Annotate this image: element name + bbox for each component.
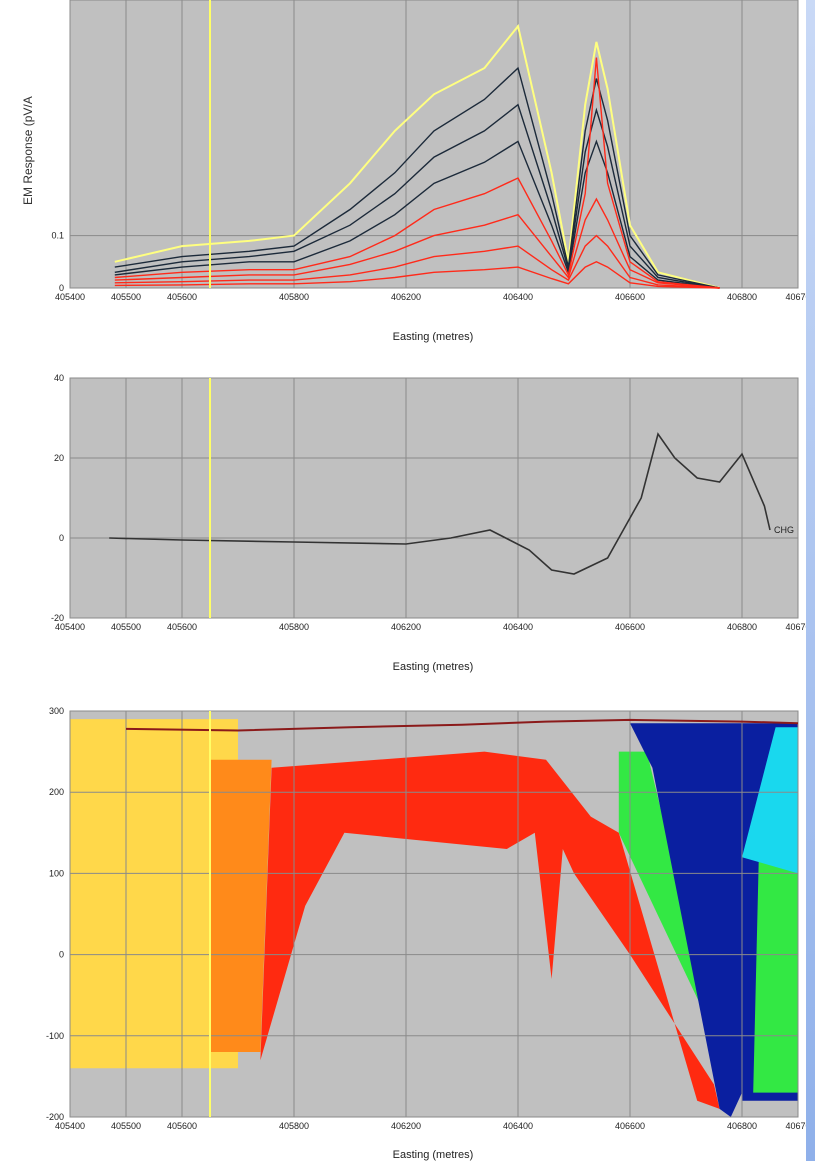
x-tick-label: 406800 bbox=[727, 292, 757, 302]
x-tick-label: 406800 bbox=[727, 622, 757, 632]
em-channel-line bbox=[114, 57, 720, 289]
x-tick-label: 40670 bbox=[785, 622, 810, 632]
magnetics-line bbox=[109, 432, 771, 575]
x-tick-label: 405400 bbox=[55, 1121, 85, 1131]
em-channel-line bbox=[114, 66, 720, 289]
window-edge-strip bbox=[806, 0, 815, 1161]
x-tick-label: 406800 bbox=[727, 1121, 757, 1131]
y-tick-label: 40 bbox=[54, 373, 64, 383]
y-tick-label: -100 bbox=[46, 1031, 64, 1041]
panel-mag-ticks: 405400 405500 405600 405800 406200 406400 4066… bbox=[51, 373, 811, 632]
panel-mag-series: CHG bbox=[109, 378, 794, 618]
x-tick-label: 406200 bbox=[391, 1121, 421, 1131]
panel-inversion-section: 405400 405500 405600 405800 406200 406400 4066… bbox=[46, 706, 811, 1161]
panel-mag-plot-area bbox=[69, 377, 799, 619]
section-region bbox=[742, 727, 798, 874]
panel-section-grid bbox=[69, 710, 799, 1118]
x-tick-label: 405800 bbox=[279, 292, 309, 302]
y-tick-label: 100 bbox=[49, 868, 64, 878]
panel-section-overlays bbox=[125, 711, 799, 1117]
panel-em-xlabel: Easting (metres) bbox=[393, 331, 474, 343]
surface-line bbox=[125, 718, 799, 732]
panel-em-series bbox=[114, 0, 720, 289]
panel-em-response: 405400 405500 405600 405800 406200 406400 4066… bbox=[21, 0, 811, 343]
em-channel-line bbox=[114, 197, 720, 289]
x-tick-label: 405800 bbox=[279, 622, 309, 632]
x-tick-label: 405400 bbox=[55, 292, 85, 302]
em-channel-line bbox=[114, 139, 720, 289]
x-tick-label: 405500 bbox=[111, 292, 141, 302]
panel-mag-grid bbox=[69, 377, 799, 619]
x-tick-label: 40670 bbox=[785, 1121, 810, 1131]
x-tick-label: 405400 bbox=[55, 622, 85, 632]
panel-magnetics: CHG 405400 405500 405600 405800 406200 406400… bbox=[51, 373, 811, 673]
x-tick-label: 405600 bbox=[167, 622, 197, 632]
y-tick-label: 20 bbox=[54, 453, 64, 463]
panel-section-regions bbox=[70, 719, 798, 1117]
panel-em-ticks: 405400 405500 405600 405800 406200 406400 4066… bbox=[51, 231, 810, 302]
y-tick-label: 200 bbox=[49, 787, 64, 797]
x-tick-label: 405500 bbox=[111, 622, 141, 632]
x-tick-label: 406400 bbox=[503, 1121, 533, 1131]
em-channel-line bbox=[114, 23, 720, 289]
section-region bbox=[70, 719, 238, 1069]
y-tick-label: 0 bbox=[59, 533, 64, 543]
section-region bbox=[618, 751, 742, 1093]
y-tick-label: 0.1 bbox=[51, 231, 64, 241]
em-channel-line bbox=[114, 234, 720, 289]
x-tick-label: 406400 bbox=[503, 622, 533, 632]
x-tick-label: 406200 bbox=[391, 292, 421, 302]
y-tick-label: -200 bbox=[46, 1112, 64, 1122]
y-tick-label: -20 bbox=[51, 613, 64, 623]
x-tick-label: 406400 bbox=[503, 292, 533, 302]
x-tick-label: 405600 bbox=[167, 292, 197, 302]
x-tick-label: 406600 bbox=[615, 292, 645, 302]
panel-section-ticks: 405400 405500 405600 405800 406200 406400 4066… bbox=[46, 706, 811, 1131]
section-region bbox=[210, 759, 272, 1052]
x-tick-label: 406600 bbox=[615, 622, 645, 632]
y-tick-label: 0 bbox=[59, 950, 64, 960]
panel-mag-xlabel: Easting (metres) bbox=[393, 661, 474, 673]
em-channel-line bbox=[114, 261, 720, 289]
x-tick-label: 405500 bbox=[111, 1121, 141, 1131]
series-label-chg: CHG bbox=[774, 525, 794, 535]
x-tick-label: 405600 bbox=[167, 1121, 197, 1131]
section-region bbox=[753, 857, 798, 1093]
x-tick-label: 406200 bbox=[391, 622, 421, 632]
panel-em-ylabel: EM Response (pV/A bbox=[21, 96, 35, 205]
y-tick-label: 300 bbox=[49, 706, 64, 716]
em-channel-line bbox=[114, 103, 720, 289]
x-tick-label: 40670 bbox=[785, 292, 810, 302]
y-tick-label: 0 bbox=[59, 283, 64, 293]
x-tick-label: 406600 bbox=[615, 1121, 645, 1131]
section-region bbox=[260, 751, 720, 1109]
x-tick-label: 405800 bbox=[279, 1121, 309, 1131]
panel-em-plot-area bbox=[69, 0, 799, 289]
panel-section-xlabel: Easting (metres) bbox=[393, 1149, 474, 1161]
